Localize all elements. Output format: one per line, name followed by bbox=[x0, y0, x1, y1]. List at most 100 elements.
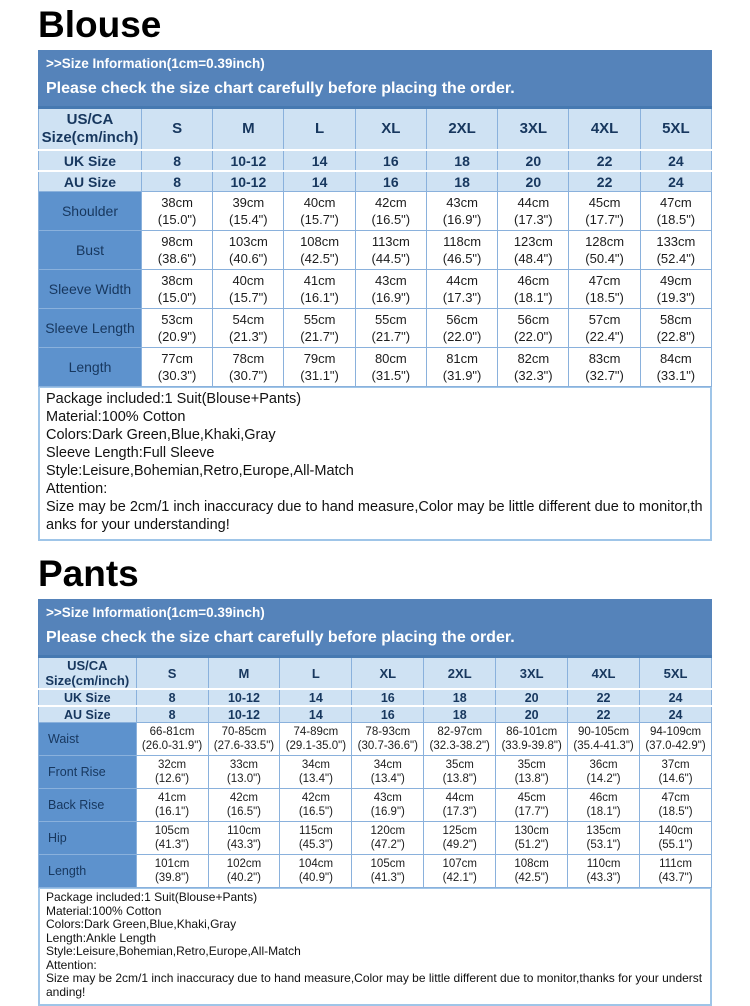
measurement-value: 81cm (31.9") bbox=[425, 347, 499, 387]
measurement-value: 37cm (14.6") bbox=[639, 755, 712, 789]
pants-title: Pants bbox=[38, 553, 139, 594]
value-inch: (21.7") bbox=[371, 329, 411, 344]
measurement-value: 40cm (15.7") bbox=[283, 191, 356, 231]
value-inch: (16.5") bbox=[226, 806, 262, 818]
value-inch: (14.2") bbox=[586, 773, 621, 785]
measurement-label: Shoulder bbox=[38, 191, 142, 231]
value-inch: (18.5") bbox=[656, 212, 696, 227]
size-system-value: 20 bbox=[497, 170, 570, 192]
measurement-value: 78-93cm (30.7-36.6") bbox=[351, 722, 425, 756]
value-cm: 125cm bbox=[442, 825, 477, 837]
value-cm: 46cm bbox=[589, 792, 618, 804]
info-line: Sleeve Length:Full Sleeve bbox=[46, 445, 215, 461]
value-cm: 86-101cm bbox=[506, 726, 558, 738]
value-cm: 43cm bbox=[373, 792, 402, 804]
pants-info-box: Package included:1 Suit(Blouse+Pants) Mat… bbox=[38, 888, 712, 1006]
measurement-value: 34cm (13.4") bbox=[351, 755, 425, 789]
value-cm: 45cm bbox=[588, 195, 621, 210]
measurement-value: 58cm (22.8") bbox=[639, 308, 713, 348]
value-inch: (42.5") bbox=[300, 251, 339, 266]
measurement-value: 38cm (15.0") bbox=[140, 191, 214, 231]
measurement-value: 102cm (40.2") bbox=[207, 854, 281, 888]
info-line: Material:100% Cotton bbox=[46, 409, 186, 425]
value-cm: 111cm bbox=[659, 858, 692, 870]
value-inch: (55.1") bbox=[658, 839, 693, 851]
value-cm: 79cm bbox=[303, 351, 336, 366]
value-inch: (22.0") bbox=[442, 329, 482, 344]
value-inch: (47.2") bbox=[370, 839, 405, 851]
value-inch: (30.7-36.6") bbox=[357, 740, 418, 752]
value-cm: 33cm bbox=[229, 759, 259, 771]
measurement-value: 56cm (22.0") bbox=[425, 308, 499, 348]
value-cm: 82cm bbox=[517, 351, 550, 366]
value-inch: (16.9") bbox=[370, 806, 405, 818]
measurement-value: 105cm (41.3") bbox=[135, 821, 209, 855]
size-system-value: 8 bbox=[135, 688, 209, 707]
size-system-value: 8 bbox=[140, 170, 214, 192]
size-system-label: UK Size bbox=[38, 688, 137, 707]
corner-label-line2: Size(cm/inch) bbox=[41, 129, 139, 146]
value-inch: (50.4") bbox=[585, 251, 624, 266]
measurement-value: 110cm (43.3") bbox=[567, 854, 641, 888]
size-system-value: 8 bbox=[140, 149, 214, 172]
measurement-value: 55cm (21.7") bbox=[283, 308, 356, 348]
measurement-value: 107cm (42.1") bbox=[423, 854, 497, 888]
value-cm: 108cm bbox=[300, 234, 340, 249]
measurement-value: 82cm (32.3") bbox=[497, 347, 570, 387]
info-line: Style:Leisure,Bohemian,Retro,Europe,All-… bbox=[46, 463, 354, 479]
blouse-info-box: Package included:1 Suit(Blouse+Pants) Mat… bbox=[38, 387, 712, 541]
value-cm: 120cm bbox=[370, 825, 406, 837]
value-cm: 46cm bbox=[517, 273, 550, 288]
value-cm: 105cm bbox=[370, 858, 406, 870]
measurement-label: Hip bbox=[38, 821, 137, 855]
measurement-value: 45cm (17.7") bbox=[495, 788, 569, 822]
value-inch: (43.3") bbox=[586, 872, 621, 884]
value-cm: 35cm bbox=[445, 759, 474, 771]
measurement-value: 47cm (18.5") bbox=[639, 788, 712, 822]
value-cm: 101cm bbox=[154, 858, 190, 870]
size-system-value: 22 bbox=[567, 705, 641, 723]
value-inch: (41.3") bbox=[370, 872, 405, 884]
measurement-row: Front Rise 32cm (12.6") 33cm (13.0") 34cm (13.… bbox=[38, 755, 712, 789]
value-cm: 44cm bbox=[446, 273, 478, 288]
measurement-label: Back Rise bbox=[38, 788, 137, 822]
value-inch: (13.4") bbox=[298, 773, 333, 785]
value-inch: (40.6") bbox=[229, 251, 268, 266]
measurement-value: 115cm (45.3") bbox=[279, 821, 353, 855]
size-info-warning: Please check the size chart carefully be… bbox=[46, 629, 515, 646]
size-column-header: XL bbox=[351, 656, 425, 690]
value-cm: 80cm bbox=[374, 351, 407, 366]
measurement-value: 47cm (18.5") bbox=[568, 269, 641, 309]
size-system-label: UK Size bbox=[38, 149, 142, 172]
value-inch: (49.2") bbox=[442, 839, 477, 851]
value-cm: 84cm bbox=[659, 351, 692, 366]
blouse-size-table: US/CA Size(cm/inch) S M L XL 2XL 3XL 4XL 5XL UK Si… bbox=[38, 106, 713, 387]
value-inch: (42.1") bbox=[442, 872, 477, 884]
size-system-value: 22 bbox=[568, 170, 641, 192]
measurement-value: 57cm (22.4") bbox=[568, 308, 641, 348]
measurement-value: 82-97cm (32.3-38.2") bbox=[423, 722, 497, 756]
value-cm: 38cm bbox=[161, 195, 193, 210]
value-inch: (17.7") bbox=[514, 806, 549, 818]
value-inch: (45.3") bbox=[298, 839, 333, 851]
value-inch: (15.4") bbox=[229, 212, 268, 227]
value-cm: 32cm bbox=[157, 759, 187, 771]
value-cm: 44cm bbox=[517, 195, 550, 210]
measurement-value: 42cm (16.5") bbox=[207, 788, 281, 822]
size-system-value: 24 bbox=[639, 688, 712, 707]
info-line: Size may be 2cm/1 inch inaccuracy due to… bbox=[46, 499, 703, 533]
value-inch: (32.7") bbox=[585, 368, 624, 383]
value-inch: (52.4") bbox=[656, 251, 696, 266]
size-column-header: 2XL bbox=[423, 656, 497, 690]
measurement-row: Sleeve Width 38cm (15.0") 40cm (15.7") 41cm (1… bbox=[38, 269, 713, 309]
info-line: Material:100% Cotton bbox=[46, 903, 162, 918]
value-inch: (22.8") bbox=[656, 329, 696, 344]
measurement-row: Length 77cm (30.3") 78cm (30.7") 79cm (31.1") 8… bbox=[38, 347, 713, 387]
measurement-value: 41cm (16.1") bbox=[283, 269, 356, 309]
value-inch: (26.0-31.9") bbox=[141, 740, 203, 752]
size-column-header: 5XL bbox=[639, 656, 712, 690]
value-inch: (17.3") bbox=[442, 806, 477, 818]
value-cm: 83cm bbox=[588, 351, 621, 366]
info-line: Attention: bbox=[46, 957, 97, 972]
value-inch: (43.3") bbox=[226, 839, 262, 851]
